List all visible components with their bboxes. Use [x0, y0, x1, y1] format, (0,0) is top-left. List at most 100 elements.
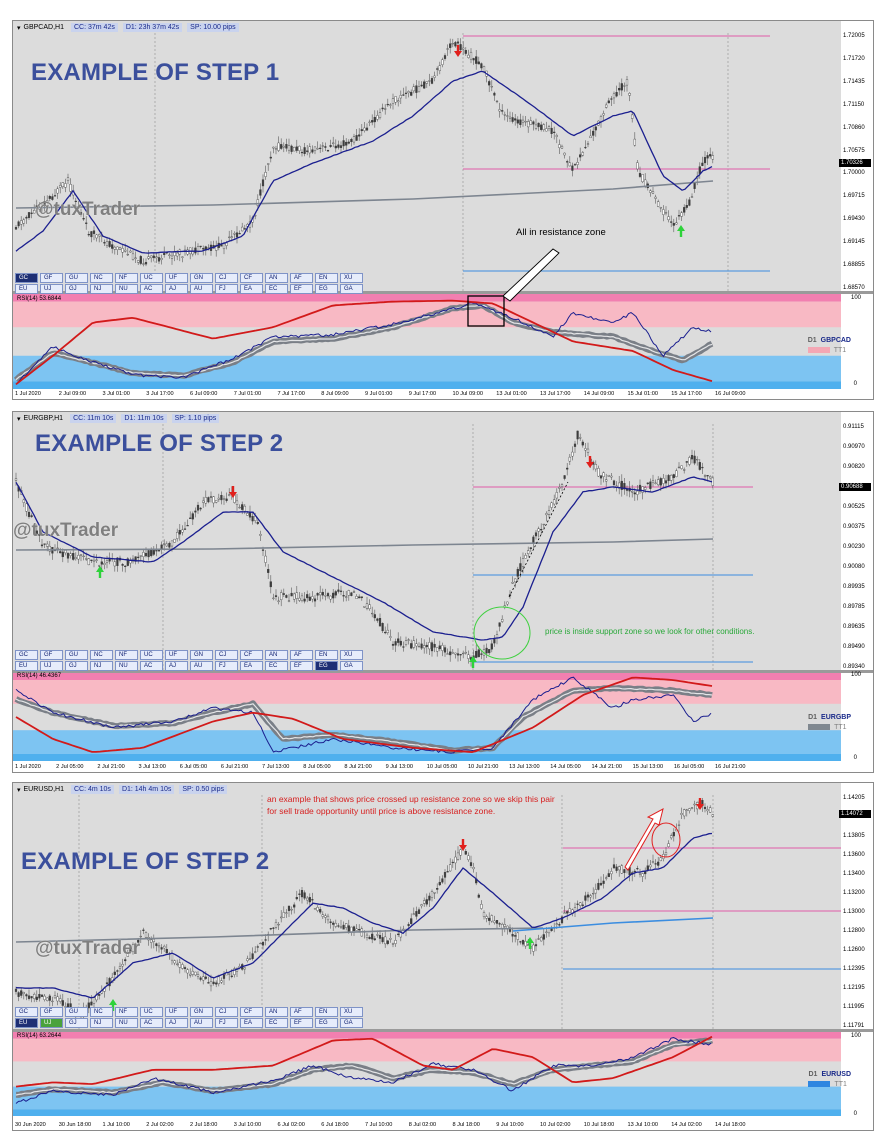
symbol-button-an[interactable]: AN [265, 650, 288, 660]
symbol-button-cj[interactable]: CJ [215, 650, 238, 660]
symbol-button-cj[interactable]: CJ [215, 1007, 238, 1017]
symbol-button-nu[interactable]: NU [115, 1018, 138, 1028]
symbol-button-en[interactable]: EN [315, 650, 338, 660]
symbol-button-ga[interactable]: GA [340, 1018, 363, 1028]
candle-body [459, 654, 462, 656]
symbol-button-aj[interactable]: AJ [165, 661, 188, 671]
symbol-button-af[interactable]: AF [290, 273, 313, 283]
symbol-button-ac[interactable]: AC [140, 284, 163, 294]
legend-symbol: GBPCAD [820, 336, 851, 344]
symbol-button-ec[interactable]: EC [265, 1018, 288, 1028]
symbol-button-ac[interactable]: AC [140, 1018, 163, 1028]
symbol-button-nf[interactable]: NF [115, 273, 138, 283]
symbol-button-an[interactable]: AN [265, 273, 288, 283]
symbol-button-gj[interactable]: GJ [65, 1018, 88, 1028]
symbol-button-fj[interactable]: FJ [215, 284, 238, 294]
symbol-button-eu[interactable]: EU [15, 661, 38, 671]
symbol-button-cf[interactable]: CF [240, 273, 263, 283]
symbol-button-gj[interactable]: GJ [65, 661, 88, 671]
symbol-button-nj[interactable]: NJ [90, 661, 113, 671]
symbol-button-uj[interactable]: UJ [40, 284, 63, 294]
symbol-button-au[interactable]: AU [190, 1018, 213, 1028]
symbol-button-nf[interactable]: NF [115, 650, 138, 660]
symbol-button-gu[interactable]: GU [65, 650, 88, 660]
symbol-button-fj[interactable]: FJ [215, 1018, 238, 1028]
symbol-button-uf[interactable]: UF [165, 650, 188, 660]
symbol-button-gn[interactable]: GN [190, 1007, 213, 1017]
window-menu-icon[interactable]: ▾ [17, 415, 21, 423]
window-menu-icon[interactable]: ▾ [17, 24, 21, 32]
candle-body [46, 200, 49, 203]
symbol-button-nc[interactable]: NC [90, 273, 113, 283]
symbol-button-uj[interactable]: UJ [40, 1018, 63, 1028]
symbol-button-gn[interactable]: GN [190, 273, 213, 283]
symbol-button-cf[interactable]: CF [240, 1007, 263, 1017]
symbol-button-xu[interactable]: XU [340, 650, 363, 660]
symbol-button-gc[interactable]: GC [15, 650, 38, 660]
chart-window-gbpcad[interactable]: ▾ GBPCAD,H1 CC: 37m 42s D1: 23h 37m 42s … [12, 20, 874, 400]
symbol-button-eu[interactable]: EU [15, 1018, 38, 1028]
rsi-level-0: 0 [853, 755, 857, 761]
symbol-button-ef[interactable]: EF [290, 661, 313, 671]
symbol-button-eg[interactable]: EG [315, 661, 338, 671]
symbol-button-nj[interactable]: NJ [90, 1018, 113, 1028]
symbol-button-uc[interactable]: UC [140, 273, 163, 283]
chart-window-eurgbp[interactable]: ▾ EURGBP,H1 CC: 11m 10s D1: 11m 10s SP: … [12, 411, 874, 773]
symbol-button-nj[interactable]: NJ [90, 284, 113, 294]
symbol-button-aj[interactable]: AJ [165, 1018, 188, 1028]
symbol-button-gu[interactable]: GU [65, 273, 88, 283]
candle-body [566, 911, 569, 914]
candle-body [607, 474, 610, 477]
symbol-button-cj[interactable]: CJ [215, 273, 238, 283]
symbol-button-uf[interactable]: UF [165, 273, 188, 283]
symbol-button-nu[interactable]: NU [115, 661, 138, 671]
symbol-button-cf[interactable]: CF [240, 650, 263, 660]
symbol-button-au[interactable]: AU [190, 284, 213, 294]
symbol-button-ga[interactable]: GA [340, 661, 363, 671]
symbol-button-gj[interactable]: GJ [65, 284, 88, 294]
symbol-button-nc[interactable]: NC [90, 1007, 113, 1017]
symbol-button-nf[interactable]: NF [115, 1007, 138, 1017]
breakout-circle [651, 822, 681, 858]
symbol-button-uj[interactable]: UJ [40, 661, 63, 671]
symbol-button-aj[interactable]: AJ [165, 284, 188, 294]
symbol-button-ea[interactable]: EA [240, 661, 263, 671]
symbol-button-an[interactable]: AN [265, 1007, 288, 1017]
candle-body [79, 212, 83, 215]
symbol-button-af[interactable]: AF [290, 650, 313, 660]
window-menu-icon[interactable]: ▾ [17, 786, 21, 794]
symbol-button-gc[interactable]: GC [15, 1007, 38, 1017]
symbol-button-gf[interactable]: GF [40, 1007, 63, 1017]
symbol-button-gc[interactable]: GC [15, 273, 38, 283]
symbol-button-xu[interactable]: XU [340, 1007, 363, 1017]
symbol-button-ef[interactable]: EF [290, 284, 313, 294]
symbol-button-gn[interactable]: GN [190, 650, 213, 660]
symbol-button-en[interactable]: EN [315, 273, 338, 283]
symbol-button-ac[interactable]: AC [140, 661, 163, 671]
symbol-button-af[interactable]: AF [290, 1007, 313, 1017]
symbol-button-uf[interactable]: UF [165, 1007, 188, 1017]
symbol-button-gf[interactable]: GF [40, 273, 63, 283]
symbol-button-uc[interactable]: UC [140, 650, 163, 660]
candle-body [657, 861, 660, 866]
symbol-button-ec[interactable]: EC [265, 284, 288, 294]
candle-body [300, 595, 304, 601]
symbol-button-gu[interactable]: GU [65, 1007, 88, 1017]
symbol-button-ec[interactable]: EC [265, 661, 288, 671]
chart-window-eurusd[interactable]: ▾ EURUSD,H1 CC: 4m 10s D1: 14h 4m 10s SP… [12, 782, 874, 1131]
symbol-button-nu[interactable]: NU [115, 284, 138, 294]
symbol-button-ga[interactable]: GA [340, 284, 363, 294]
symbol-button-fj[interactable]: FJ [215, 661, 238, 671]
symbol-button-eg[interactable]: EG [315, 1018, 338, 1028]
symbol-button-uc[interactable]: UC [140, 1007, 163, 1017]
symbol-button-au[interactable]: AU [190, 661, 213, 671]
symbol-button-xu[interactable]: XU [340, 273, 363, 283]
symbol-button-gf[interactable]: GF [40, 650, 63, 660]
symbol-button-ea[interactable]: EA [240, 1018, 263, 1028]
symbol-button-ef[interactable]: EF [290, 1018, 313, 1028]
symbol-button-nc[interactable]: NC [90, 650, 113, 660]
symbol-button-eu[interactable]: EU [15, 284, 38, 294]
symbol-button-ea[interactable]: EA [240, 284, 263, 294]
symbol-button-en[interactable]: EN [315, 1007, 338, 1017]
symbol-button-eg[interactable]: EG [315, 284, 338, 294]
